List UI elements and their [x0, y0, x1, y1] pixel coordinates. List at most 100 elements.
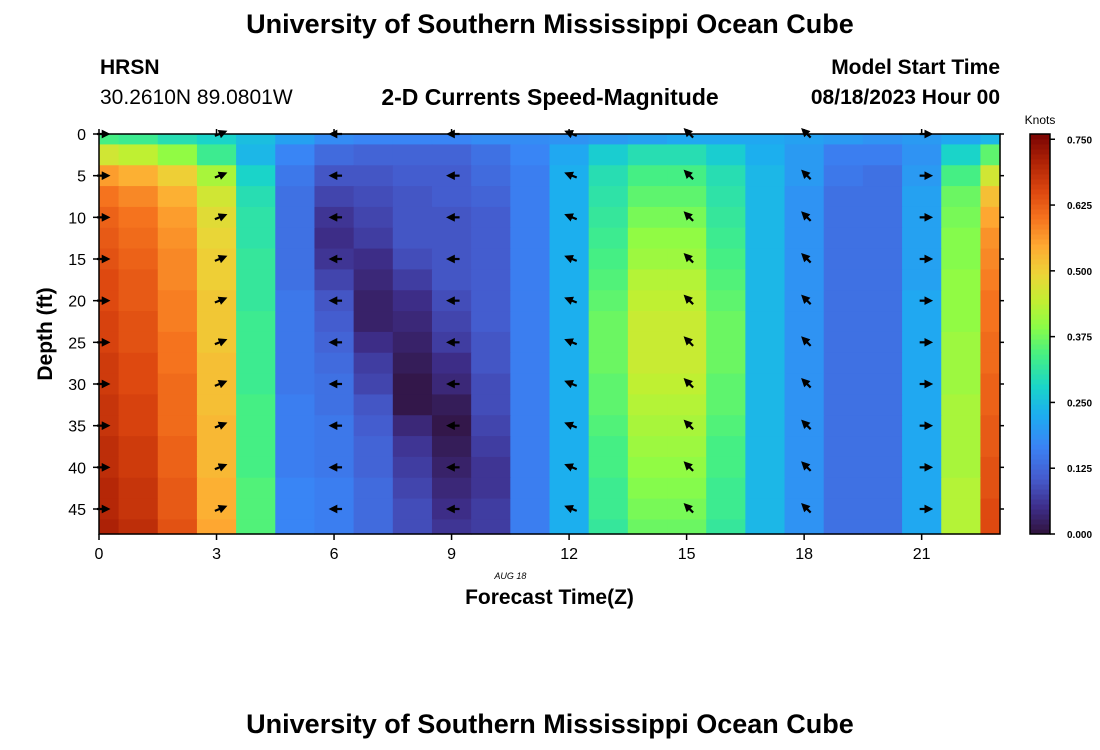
heatmap-cell [157, 186, 198, 208]
heatmap-cell [588, 269, 629, 291]
heatmap-cell [510, 186, 551, 208]
heatmap-cell [157, 290, 198, 312]
colorbar-band [1030, 319, 1050, 325]
heatmap-cell [353, 415, 394, 437]
heatmap-cell [471, 248, 511, 271]
heatmap-cell [392, 373, 433, 396]
colorbar-band [1030, 269, 1050, 275]
colorbar-band [1030, 189, 1050, 195]
heatmap-cell [902, 394, 942, 416]
colorbar-band [1030, 134, 1050, 140]
heatmap-cell [118, 456, 159, 479]
colorbar-band [1030, 424, 1050, 430]
heatmap-cell [706, 498, 746, 521]
heatmap-cell [902, 134, 942, 146]
current-vector-arrow [801, 377, 812, 389]
heatmap-cell [157, 331, 198, 354]
heatmap-cell [236, 206, 276, 229]
colorbar-band [1030, 379, 1050, 385]
heatmap-cell [862, 436, 903, 458]
heatmap-cell [431, 144, 472, 166]
heatmap-cell [275, 498, 316, 521]
heatmap-cell [510, 436, 551, 458]
heatmap-cell [157, 144, 198, 166]
heatmap-cell [431, 477, 472, 500]
heatmap-cell [706, 269, 746, 291]
heatmap-cell [471, 311, 511, 333]
heatmap-cell [549, 248, 590, 271]
heatmap-cell [431, 394, 472, 416]
current-vector-arrow [801, 502, 812, 514]
heatmap-cell [745, 436, 786, 458]
heatmap-cell [196, 519, 237, 535]
heatmap-cell [627, 415, 668, 437]
heatmap-cell [588, 373, 629, 396]
heatmap-cell [275, 477, 316, 500]
heatmap-cell [627, 519, 668, 535]
colorbar-band [1030, 194, 1050, 200]
heatmap-cell [471, 144, 511, 166]
heatmap-cell [392, 436, 433, 458]
heatmap-cell [823, 290, 864, 312]
colorbar-band [1030, 334, 1050, 340]
heatmap-cell [431, 311, 472, 333]
heatmap-cell [471, 227, 511, 250]
heatmap-cell [471, 331, 511, 354]
heatmap-cell [510, 456, 551, 479]
heatmap-cell [941, 394, 982, 416]
heatmap-cell [941, 269, 982, 291]
colorbar-band [1030, 244, 1050, 250]
heatmap-cell [980, 331, 1001, 354]
colorbar-band [1030, 469, 1050, 475]
colorbar-band [1030, 499, 1050, 505]
heatmap-cell [784, 206, 825, 229]
colorbar-tick-label: 0.625 [1067, 201, 1092, 212]
heatmap-cell [353, 394, 394, 416]
heatmap-cell [784, 394, 825, 416]
colorbar-band [1030, 514, 1050, 520]
heatmap-cell [431, 134, 472, 146]
heatmap-cell [275, 352, 316, 375]
heatmap-cell [196, 144, 237, 166]
heatmap-cell [549, 186, 590, 208]
colorbar-band [1030, 409, 1050, 415]
heatmap-cell [549, 519, 590, 535]
heatmap-cell [588, 248, 629, 271]
colorbar-band [1030, 264, 1050, 270]
heatmap-cell [941, 311, 982, 333]
y-tick-label: 5 [77, 169, 86, 186]
chart-title-repeat: University of Southern Mississippi Ocean… [246, 709, 854, 739]
heatmap-cell [236, 331, 276, 354]
colorbar-frame [1029, 133, 1051, 535]
heatmap-cell [157, 415, 198, 437]
heatmap-cell [745, 477, 786, 500]
heatmap-cell [471, 498, 511, 521]
heatmap-cell [627, 311, 668, 333]
current-vector-arrow [801, 461, 812, 472]
heatmap-cell [353, 186, 394, 208]
heatmap-cell [118, 498, 159, 521]
heatmap-cell [627, 394, 668, 416]
heatmap-cell [745, 456, 786, 479]
colorbar-band [1030, 404, 1050, 410]
heatmap-cell [157, 456, 198, 479]
heatmap-cell [980, 373, 1001, 396]
heatmap-cell [510, 269, 551, 291]
heatmap-cell [745, 269, 786, 291]
heatmap-cell [784, 331, 825, 354]
current-vector-arrow [214, 505, 228, 514]
heatmap-cell [941, 144, 982, 166]
heatmap-cell [667, 248, 707, 271]
heatmap-cell [706, 290, 746, 312]
heatmap-cell [862, 227, 903, 250]
chart-subtitle: 2-D Currents Speed-Magnitude [381, 84, 719, 110]
heatmap-cell [588, 206, 629, 229]
colorbar-band [1030, 369, 1050, 375]
heatmap-cell [157, 498, 198, 521]
heatmap-cell [784, 186, 825, 208]
heatmap-cell [980, 352, 1001, 375]
x-axis-label: Forecast Time(Z) [465, 586, 634, 609]
heatmap-cell [196, 311, 237, 333]
current-vector-arrow [683, 169, 694, 180]
x-tick-label: 18 [795, 546, 813, 563]
